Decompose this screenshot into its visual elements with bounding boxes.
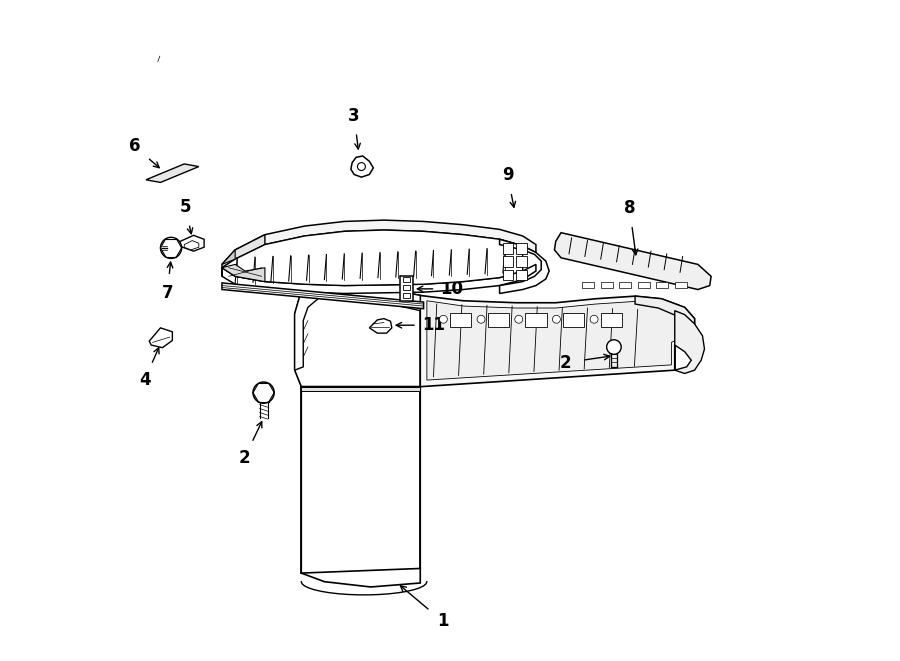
Polygon shape — [222, 235, 265, 276]
Text: 8: 8 — [624, 200, 635, 217]
Polygon shape — [351, 156, 374, 177]
Circle shape — [160, 237, 182, 258]
Bar — [526, 313, 546, 327]
Bar — [503, 256, 514, 267]
Polygon shape — [369, 319, 392, 333]
Text: 7: 7 — [161, 284, 173, 301]
Bar — [503, 270, 514, 280]
Polygon shape — [294, 276, 420, 370]
Polygon shape — [294, 276, 420, 387]
Polygon shape — [184, 241, 199, 250]
Text: 1: 1 — [437, 612, 448, 631]
Polygon shape — [222, 283, 424, 309]
Bar — [488, 313, 508, 327]
Circle shape — [553, 315, 561, 323]
Polygon shape — [149, 328, 173, 348]
Bar — [582, 282, 594, 288]
Circle shape — [357, 163, 365, 171]
Bar — [600, 282, 613, 288]
Polygon shape — [302, 387, 420, 391]
Bar — [403, 277, 410, 282]
Text: 2: 2 — [238, 449, 250, 467]
Text: 6: 6 — [129, 137, 140, 155]
Polygon shape — [420, 295, 695, 387]
Bar — [516, 270, 526, 280]
Bar — [516, 243, 526, 254]
Polygon shape — [427, 301, 688, 380]
Bar — [403, 285, 410, 290]
Bar — [675, 282, 687, 288]
Circle shape — [607, 340, 621, 354]
Bar — [600, 313, 622, 327]
Bar — [503, 243, 514, 254]
Polygon shape — [302, 387, 420, 587]
Polygon shape — [222, 250, 235, 264]
Bar — [403, 293, 410, 298]
Bar — [638, 282, 650, 288]
Polygon shape — [146, 164, 199, 182]
Circle shape — [439, 315, 447, 323]
Bar — [516, 256, 526, 267]
Polygon shape — [635, 296, 695, 370]
Text: 9: 9 — [502, 167, 513, 184]
Circle shape — [253, 382, 274, 403]
Polygon shape — [400, 276, 413, 301]
Text: 11: 11 — [422, 316, 445, 334]
Text: 2: 2 — [560, 354, 572, 371]
Polygon shape — [554, 233, 711, 290]
Polygon shape — [222, 230, 523, 286]
Polygon shape — [675, 311, 705, 373]
Polygon shape — [222, 264, 265, 282]
Bar — [450, 313, 472, 327]
Bar — [619, 282, 631, 288]
Polygon shape — [500, 239, 549, 293]
Bar — [656, 282, 668, 288]
Text: 5: 5 — [179, 198, 191, 216]
Polygon shape — [222, 220, 536, 264]
Circle shape — [477, 315, 485, 323]
Circle shape — [515, 315, 523, 323]
Text: 10: 10 — [440, 280, 464, 298]
Text: 3: 3 — [348, 107, 360, 125]
Polygon shape — [222, 264, 536, 293]
Polygon shape — [179, 235, 204, 251]
Text: 4: 4 — [139, 371, 150, 389]
Circle shape — [590, 315, 598, 323]
Bar — [563, 313, 584, 327]
